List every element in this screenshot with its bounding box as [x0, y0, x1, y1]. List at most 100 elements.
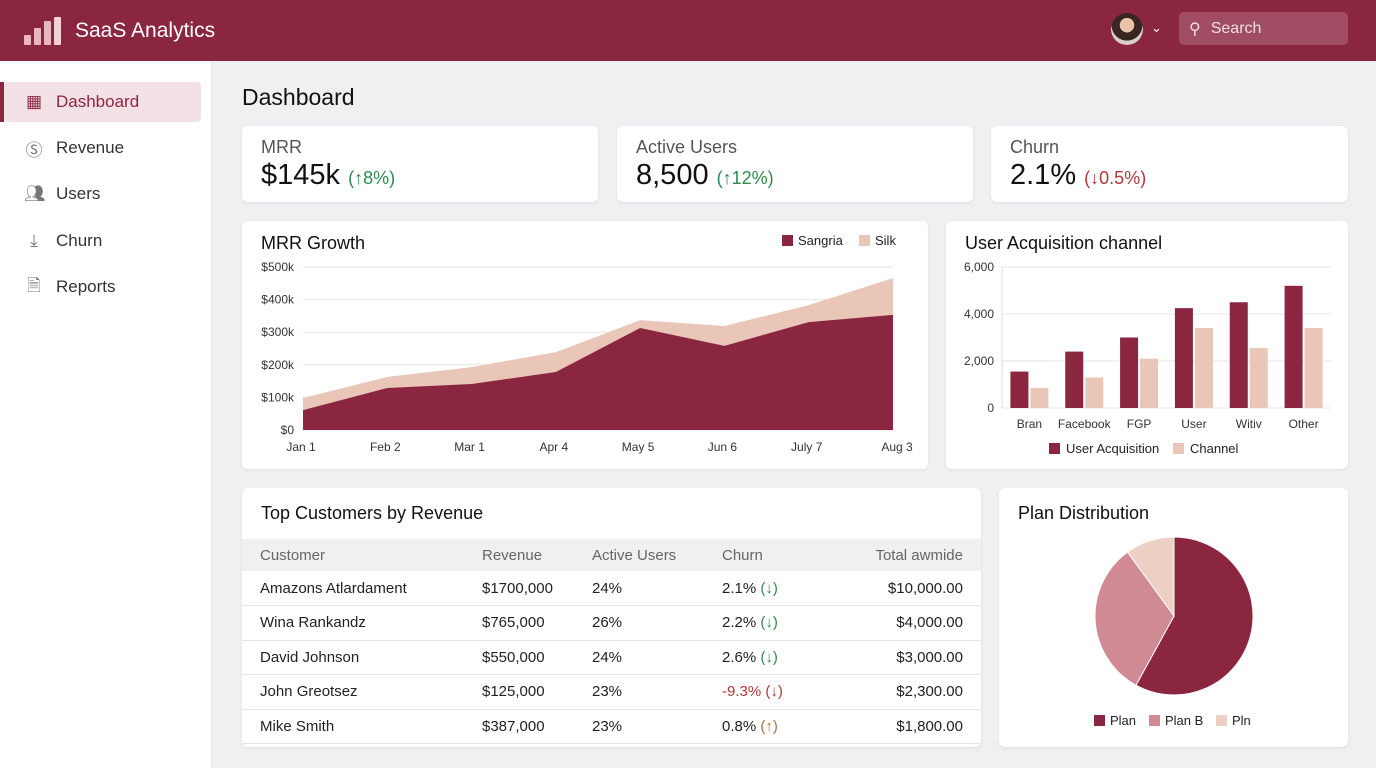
- x-tick-label: Bran: [1017, 417, 1042, 431]
- table-row[interactable]: Wina Rankandz $765,000 26% 2.2% (↓) $4,000.0…: [242, 605, 981, 641]
- total: $4,000.00: [832, 605, 981, 641]
- table-row[interactable]: John Greotsez $125,000 23% -9.3% (↓) $2,300.…: [242, 674, 981, 710]
- app-title: SaaS Analytics: [75, 18, 216, 42]
- y-tick-label: $500k: [261, 260, 295, 274]
- churn-arrow: (↓): [760, 579, 778, 597]
- churn: -9.3% (↓): [722, 674, 832, 710]
- churn-value: -9.3%: [722, 683, 762, 701]
- bar-user-acquisition: [1120, 337, 1139, 408]
- acquisition-chart: 0 2,000 4,000 6,000 Bran Facebook FGP User Witiv…: [964, 260, 1331, 456]
- active-users: 26%: [592, 605, 722, 641]
- legend-label: Pln: [1232, 713, 1251, 728]
- revenue: $550,000: [482, 640, 592, 675]
- y-tick-label: $0: [281, 423, 295, 437]
- customer-name: David Johnson: [242, 640, 482, 675]
- plan-distribution-chart: Plan Plan B Pln: [1094, 536, 1254, 728]
- area-series-sangria: [303, 314, 893, 430]
- churn-arrow: (↓): [760, 648, 778, 666]
- bar-channel: [1304, 328, 1323, 408]
- total: $2,300.00: [832, 674, 981, 710]
- mrr-growth-chart: $0 $100k $200k $300k $400k $500k Jan 1 Feb 2 Mar…: [261, 233, 913, 454]
- bar-user-acquisition: [1174, 308, 1193, 408]
- legend-swatch: [1216, 715, 1227, 726]
- sidebar-item-revenue[interactable]: Ⓢ Revenue: [4, 128, 201, 168]
- users-icon: 👥︎: [24, 184, 46, 203]
- legend-swatch: [859, 235, 870, 246]
- legend-label: User Acquisition: [1066, 441, 1159, 456]
- y-tick-label: $100k: [261, 390, 295, 404]
- kpi-label: MRR: [261, 137, 302, 157]
- y-tick-label: 2,000: [964, 354, 994, 368]
- bar-channel: [1085, 377, 1104, 408]
- kpi-card-active-users: Active Users 8,500 (↑12%): [617, 126, 973, 202]
- customer-name: Wina Rankandz: [242, 605, 482, 641]
- x-tick-label: User: [1181, 417, 1206, 431]
- churn-value: 2.1%: [722, 579, 757, 597]
- table-row[interactable]: Mike Smith $387,000 23% 0.8% (↑) $1,800.00: [242, 709, 981, 744]
- legend-swatch: [1149, 715, 1160, 726]
- column-header[interactable]: Churn: [722, 539, 832, 571]
- column-header[interactable]: Customer: [242, 539, 482, 571]
- total: $10,000.00: [832, 571, 981, 606]
- search-input[interactable]: ⚲ Search: [1179, 12, 1348, 45]
- search-icon: ⚲: [1189, 20, 1201, 38]
- x-tick-label: Facebook: [1058, 417, 1112, 431]
- sidebar-item-churn[interactable]: ⤓ Churn: [4, 221, 201, 261]
- x-tick-label: May 5: [622, 440, 655, 454]
- revenue: $387,000: [482, 709, 592, 744]
- bar-user-acquisition: [1065, 351, 1084, 408]
- sidebar-item-reports[interactable]: 🗎︎ Reports: [4, 267, 201, 307]
- churn: 2.2% (↓): [722, 605, 832, 641]
- churn-arrow: (↓): [765, 683, 783, 701]
- legend-label: Plan B: [1165, 713, 1203, 728]
- churn-value: 2.6%: [722, 648, 757, 666]
- churn-arrow: (↑): [760, 717, 778, 735]
- bar-channel: [1249, 348, 1268, 408]
- x-tick-label: Jan 1: [286, 440, 316, 454]
- revenue: $1700,000: [482, 571, 592, 606]
- x-tick-label: July 7: [791, 440, 823, 454]
- customer-name: John Greotsez: [242, 674, 482, 710]
- table-row[interactable]: David Johnson $550,000 24% 2.6% (↓) $3,000.0…: [242, 640, 981, 675]
- sidebar: ▦ Dashboard Ⓢ Revenue 👥︎ Users ⤓ Churn 🗎︎ Rep…: [0, 61, 212, 768]
- search-placeholder: Search: [1210, 19, 1262, 37]
- bar-user-acquisition: [1229, 302, 1248, 408]
- avatar[interactable]: [1111, 13, 1143, 45]
- kpi-change: (↑12%): [716, 168, 774, 188]
- sidebar-item-users[interactable]: 👥︎ Users: [4, 174, 201, 214]
- kpi-label: Churn: [1010, 137, 1060, 157]
- total: $3,000.00: [832, 640, 981, 675]
- pie-slice-pln: [1126, 536, 1175, 618]
- chart-title: MRR Growth: [261, 233, 366, 253]
- pie-slice-plan: [1135, 536, 1254, 696]
- y-tick-label: $200k: [261, 358, 295, 372]
- column-header[interactable]: Total awmide: [832, 539, 981, 571]
- table-row[interactable]: Amazons Atlardament $1700,000 24% 2.1% (↓) $…: [242, 571, 981, 606]
- total: $1,800.00: [832, 709, 981, 744]
- kpi-value: $145k: [261, 159, 341, 191]
- churn: 0.8% (↑): [722, 709, 832, 744]
- legend-swatch: [1094, 715, 1105, 726]
- legend-swatch: [1049, 443, 1060, 454]
- top-customers-card: Top Customers by Revenue Customer Revenu…: [242, 488, 981, 747]
- x-tick-label: Witiv: [1236, 417, 1262, 431]
- churn: 2.6% (↓): [722, 640, 832, 675]
- legend-swatch: [782, 235, 793, 246]
- acquisition-card: User Acquisition channel 0 2,000 4,000 6,00…: [946, 221, 1348, 469]
- churn-value: 2.2%: [722, 614, 757, 632]
- active-users: 24%: [592, 640, 722, 675]
- x-tick-label: Mar 1: [454, 440, 485, 454]
- kpi-change: (↑8%): [348, 168, 396, 188]
- active-users: 23%: [592, 709, 722, 744]
- bar-channel: [1030, 388, 1049, 408]
- y-tick-label: $400k: [261, 293, 295, 307]
- column-header[interactable]: Active Users: [592, 539, 722, 571]
- sidebar-item-label: Users: [56, 184, 101, 203]
- y-tick-label: 4,000: [964, 307, 994, 321]
- plan-distribution-card: Plan Distribution Plan Plan B Pln: [999, 488, 1348, 747]
- kpi-change: (↓0.5%): [1084, 168, 1147, 188]
- chart-title: User Acquisition channel: [965, 233, 1163, 253]
- sidebar-item-dashboard[interactable]: ▦ Dashboard: [0, 82, 201, 122]
- column-header[interactable]: Revenue: [482, 539, 592, 571]
- chevron-down-icon[interactable]: ⌄: [1151, 20, 1162, 35]
